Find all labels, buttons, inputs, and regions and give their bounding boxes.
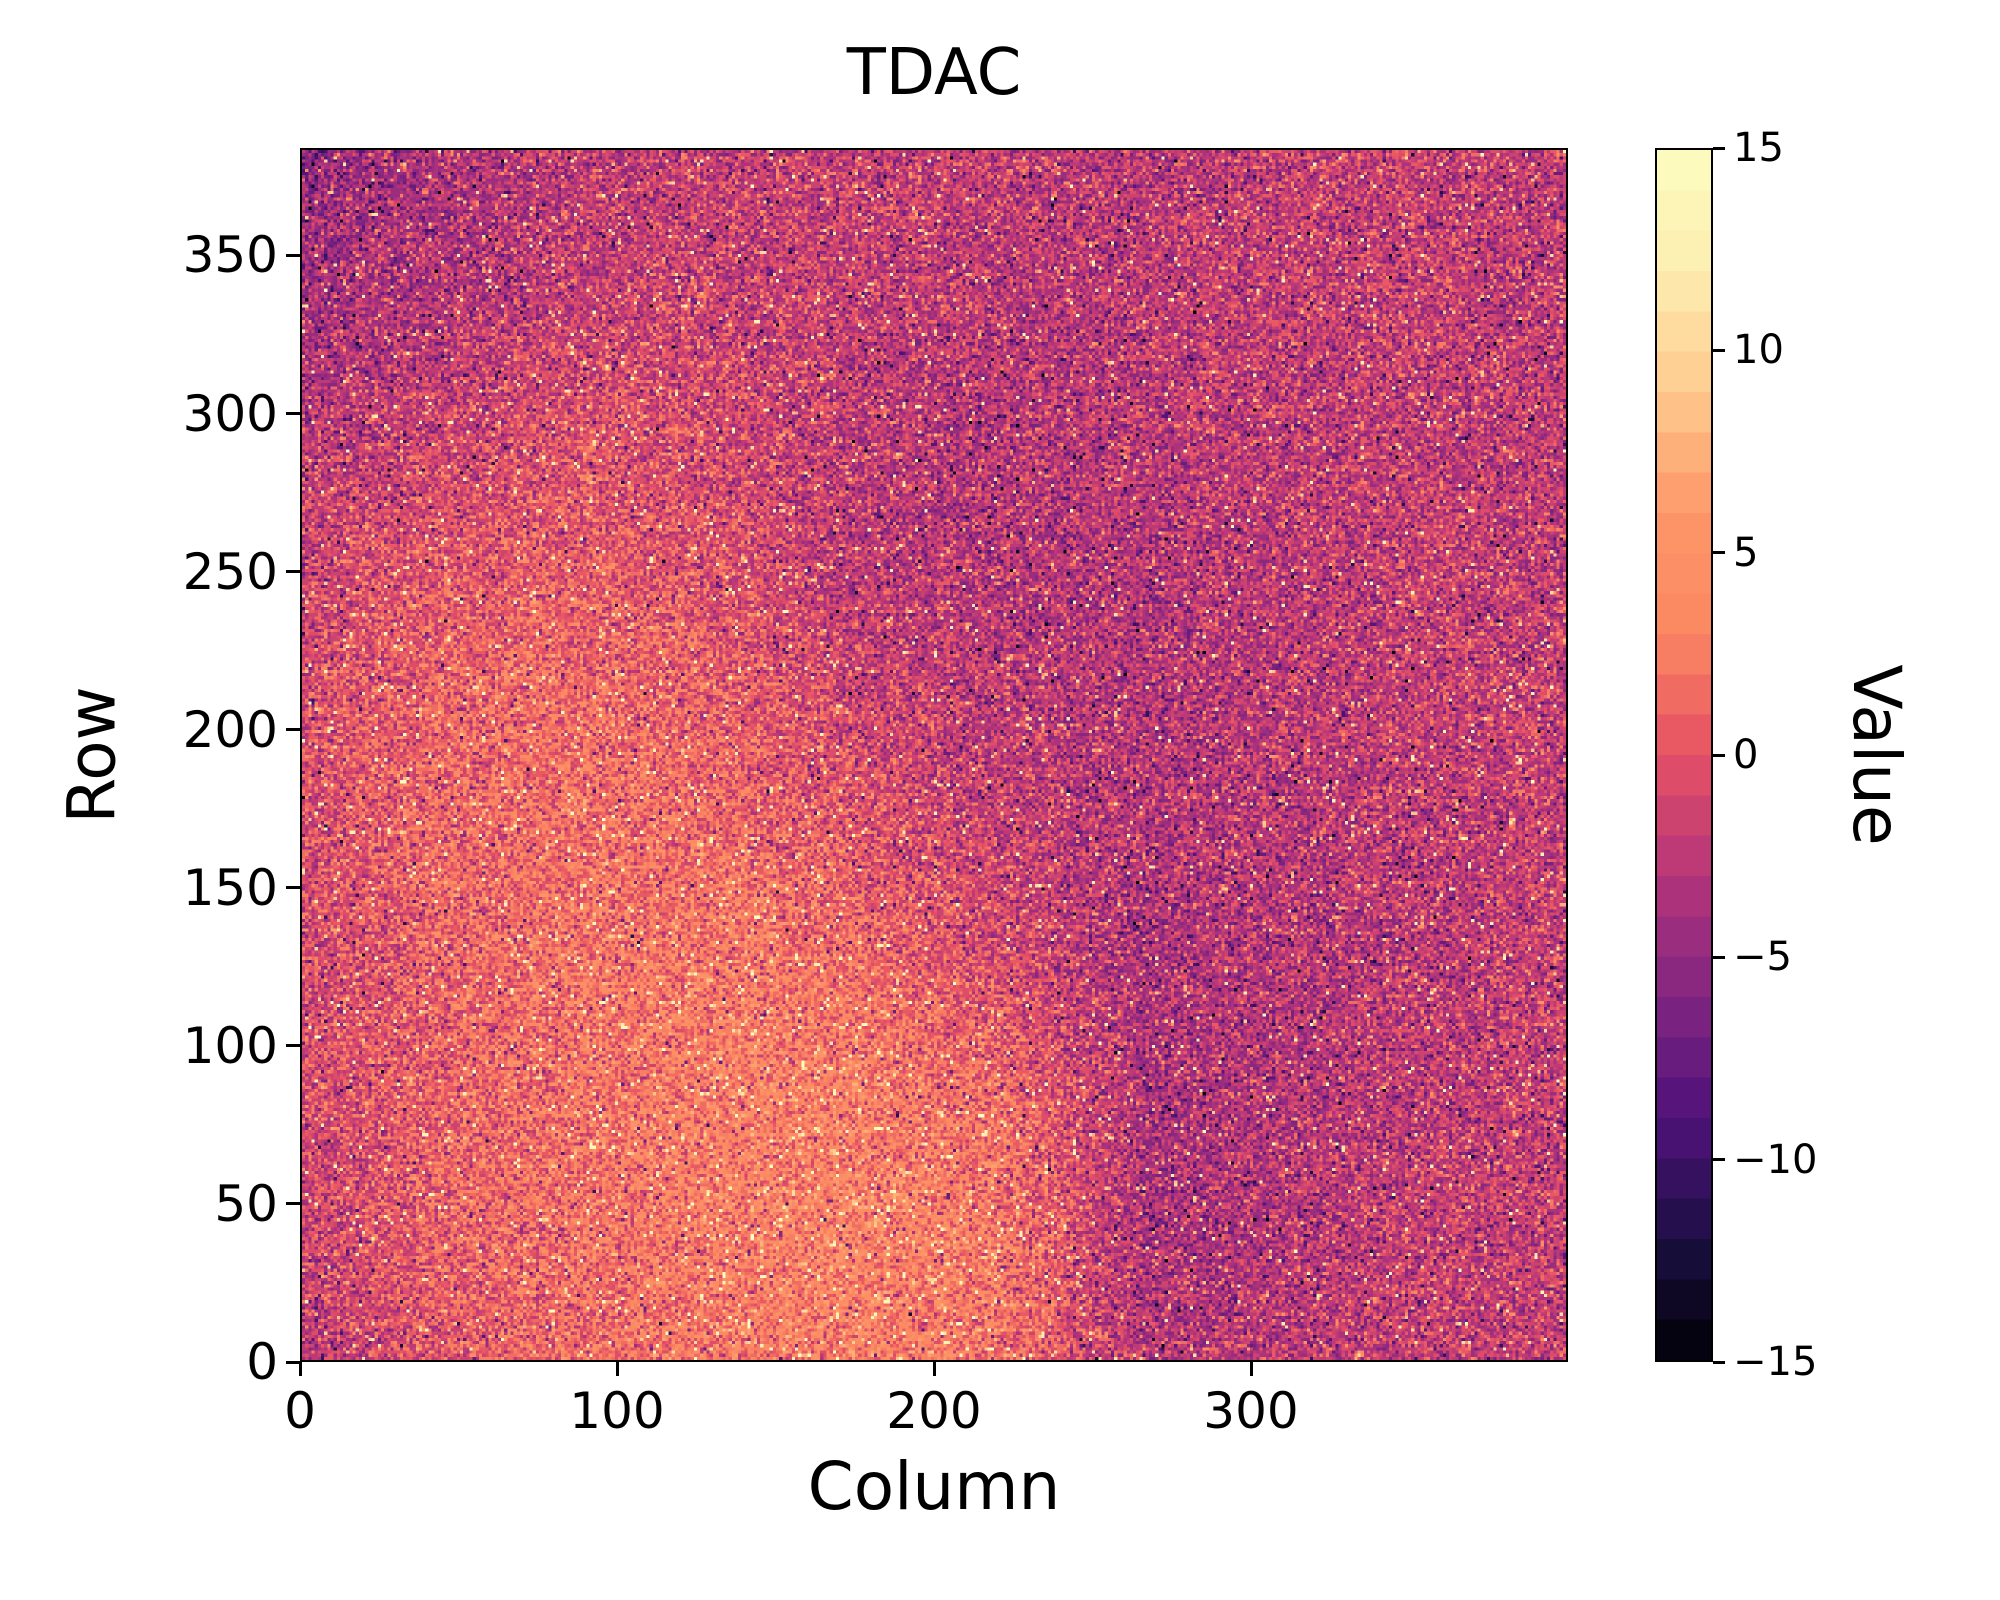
colorbar-axis-label: Value [1838,664,1915,846]
colorbar-tick-label: 15 [1733,125,1784,171]
colorbar-canvas [1657,150,1711,1360]
x-tick-label: 200 [886,1382,982,1440]
x-axis-label: Column [807,1448,1061,1525]
plot-area [300,148,1568,1362]
y-tick-label: 50 [214,1174,278,1233]
x-tick-label: 300 [1203,1382,1299,1440]
y-tick-label: 100 [182,1016,278,1075]
x-tick-mark [298,1362,302,1376]
colorbar-tick-label: 5 [1733,529,1759,576]
colorbar-tick-label: −5 [1733,934,1792,981]
colorbar-tick-mark [1713,348,1725,352]
colorbar-tick-mark [1713,1360,1725,1364]
y-tick-label: 250 [182,542,278,601]
colorbar-tick-label: 10 [1733,327,1784,374]
colorbar-tick-label: 0 [1733,732,1759,778]
chart-title: TDAC [846,36,1022,110]
y-tick-label: 300 [182,384,278,443]
y-tick-mark [286,1360,300,1364]
x-tick-label: 0 [284,1382,316,1440]
y-tick-mark [286,570,300,574]
y-tick-label: 150 [182,858,278,917]
colorbar-tick-label: −15 [1733,1339,1818,1385]
y-tick-mark [286,412,300,416]
y-tick-mark [286,728,300,732]
y-tick-mark [286,253,300,257]
y-tick-label: 350 [182,226,278,285]
colorbar-tick-label: −10 [1733,1136,1818,1183]
colorbar-tick-mark [1713,551,1725,555]
colorbar-tick-mark [1713,753,1725,757]
y-tick-label: 200 [182,700,278,759]
x-tick-mark [615,1362,619,1376]
colorbar-tick-mark [1713,955,1725,959]
heatmap-canvas [302,150,1566,1360]
y-tick-mark [286,886,300,890]
y-tick-mark [286,1202,300,1206]
y-tick-label: 0 [246,1333,278,1391]
colorbar [1655,148,1713,1362]
x-tick-mark [932,1362,936,1376]
colorbar-tick-mark [1713,146,1725,150]
colorbar-tick-mark [1713,1158,1725,1162]
y-tick-mark [286,1044,300,1048]
x-tick-mark [1249,1362,1253,1376]
y-axis-label: Row [53,686,131,824]
x-tick-label: 100 [569,1382,665,1440]
